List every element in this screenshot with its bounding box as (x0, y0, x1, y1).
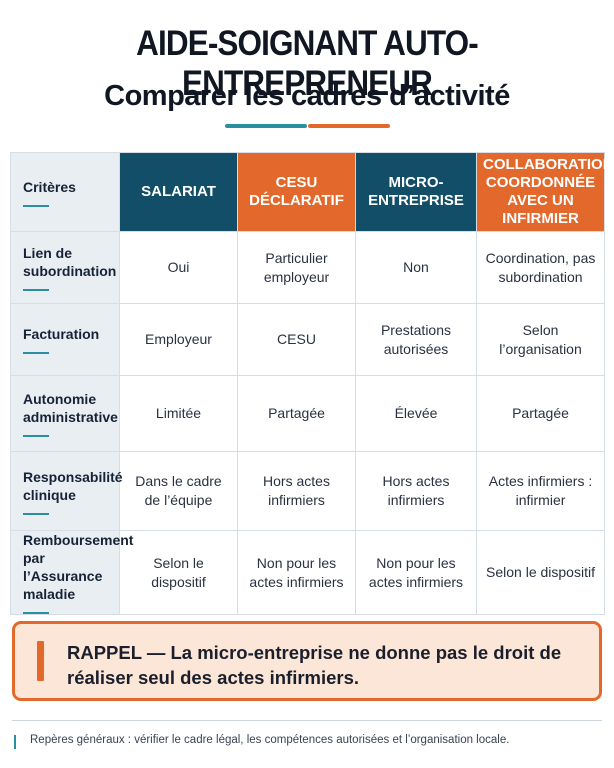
table-cell: Partagée (476, 375, 605, 452)
row-criterion: Facturation (10, 303, 120, 376)
criteria-header: Critères (10, 152, 120, 232)
table-row: Remboursement par l’Assurance maladie Se… (10, 530, 605, 615)
criterion-label: Lien de subordination (23, 245, 117, 279)
table-cell: Dans le cadre de l’équipe (119, 451, 238, 531)
title-underline-teal (225, 124, 307, 128)
table-row: Lien de subordination Oui Particulier em… (10, 231, 605, 304)
table-cell: Coordination, pas subordination (476, 231, 605, 304)
reminder-callout: RAPPEL — La micro-entreprise ne donne pa… (12, 621, 602, 701)
table-cell: Non pour les actes infirmiers (237, 530, 356, 615)
criterion-label: Remboursement par l’Assurance maladie (23, 532, 134, 602)
criterion-label: Autonomie administrative (23, 391, 118, 425)
table-cell: Non pour les actes infirmiers (355, 530, 477, 615)
page-title: AIDE-SOIGNANT AUTO-ENTREPRENEUR (136, 24, 479, 103)
criterion-accent-bar (23, 612, 49, 614)
footer-accent-mark (14, 735, 16, 749)
table-cell: Selon l’organisation (476, 303, 605, 376)
table-cell: Limitée (119, 375, 238, 452)
callout-text: RAPPEL — La micro-entreprise ne donne pa… (67, 642, 562, 688)
table-cell: Élevée (355, 375, 477, 452)
title-underline-orange (308, 124, 390, 128)
column-header-cesu: CESU DÉCLARATIF (237, 152, 356, 232)
row-criterion: Lien de subordination (10, 231, 120, 304)
table-cell: CESU (237, 303, 356, 376)
row-criterion: Responsabilité clinique (10, 451, 123, 531)
callout-accent-bar (37, 641, 44, 681)
column-header-micro-entreprise: MICRO-ENTREPRISE (355, 152, 477, 232)
page-subtitle: Comparer les cadres d’activité (104, 80, 510, 112)
footer-note: Repères généraux : vérifier le cadre lég… (30, 734, 510, 746)
table-cell: Particulier employeur (237, 231, 356, 304)
table-row: Facturation Employeur CESU Prestations a… (10, 303, 605, 376)
criteria-accent-bar (23, 204, 49, 207)
table-row: Autonomie administrative Limitée Partagé… (10, 375, 605, 452)
table-cell: Selon le dispositif (119, 530, 238, 615)
criterion-label: Facturation (23, 326, 100, 342)
table-cell: Selon le dispositif (476, 530, 605, 615)
row-criterion: Remboursement par l’Assurance maladie (10, 530, 133, 615)
footer-divider (12, 720, 602, 721)
column-header-collaboration: COLLABORATION COORDONNÉE AVEC UN INFIRMI… (476, 152, 614, 232)
table-cell: Hors actes infirmiers (237, 451, 356, 531)
table-cell: Actes infirmiers : infirmier (476, 451, 605, 531)
column-header-salariat: SALARIAT (119, 152, 238, 232)
table-cell: Partagée (237, 375, 356, 452)
table-cell: Oui (119, 231, 238, 304)
table-cell: Employeur (119, 303, 238, 376)
table-cell: Non (355, 231, 477, 304)
row-criterion: Autonomie administrative (10, 375, 120, 452)
criterion-accent-bar (23, 435, 49, 437)
comparison-table: Critères SALARIAT CESU DÉCLARATIF MICRO-… (10, 152, 614, 615)
table-row: Responsabilité clinique Dans le cadre de… (10, 451, 605, 531)
criterion-accent-bar (23, 352, 49, 354)
criterion-accent-bar (23, 512, 49, 515)
criterion-label: Responsabilité clinique (23, 468, 123, 503)
table-cell: Prestations autorisées (355, 303, 477, 376)
criteria-header-label: Critères (23, 178, 76, 195)
table-cell: Hors actes infirmiers (355, 451, 477, 531)
criterion-accent-bar (23, 289, 49, 291)
table-header-row: Critères SALARIAT CESU DÉCLARATIF MICRO-… (10, 152, 614, 232)
